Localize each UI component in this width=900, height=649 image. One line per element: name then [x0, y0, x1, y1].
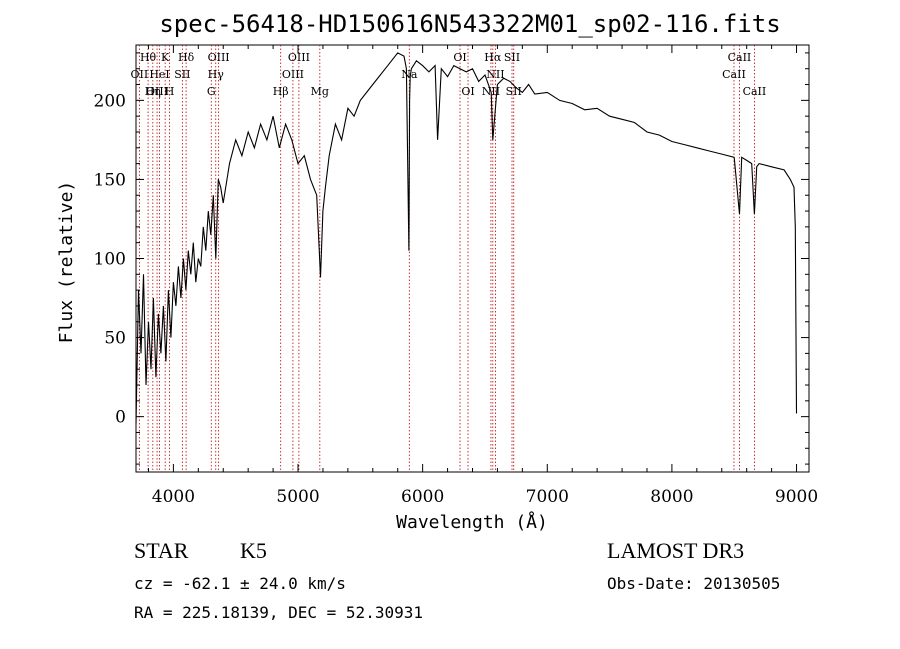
spectral-line-label: OII	[131, 68, 149, 81]
y-axis-ticks: 0 50 100 150 200	[94, 52, 809, 465]
x-axis-ticks: 4000 5000 6000 7000 8000 9000	[147, 45, 818, 507]
spectral-line-label: OIII	[288, 51, 310, 64]
spectral-line-label: OIII	[146, 85, 168, 98]
x-tick-label: 8000	[650, 487, 693, 507]
spectral-line-label: Mg	[311, 85, 329, 98]
spectral-line-label: SII	[504, 51, 520, 64]
x-tick-label: 5000	[276, 487, 319, 507]
x-tick-label: 6000	[401, 487, 444, 507]
sky-coordinates: RA = 225.18139, DEC = 52.30931	[134, 603, 423, 622]
chart-title: spec-56418-HD150616N543322M01_sp02-116.f…	[159, 10, 780, 38]
spectral-line-label: OIII	[208, 51, 230, 64]
redshift-velocity: cz = -62.1 ± 24.0 km/s	[134, 574, 346, 593]
y-axis-label: Flux (relative)	[56, 181, 77, 344]
y-tick-label: 100	[94, 250, 126, 270]
x-tick-label: 4000	[152, 487, 195, 507]
observation-date: Obs-Date: 20130505	[607, 574, 781, 593]
survey-name: LAMOST DR3	[607, 538, 745, 563]
object-subclass: K5	[240, 538, 267, 563]
spectral-line-label: OIII	[282, 68, 304, 81]
object-class: STAR	[134, 538, 189, 563]
spectral-line-label: K	[161, 51, 170, 64]
spectral-line-labels: Hθ OII OIII K HeI Hη H Hδ SII OIII Hγ G Hβ OIII OIII Mg…	[131, 51, 767, 98]
y-tick-label: 150	[94, 170, 126, 190]
spectral-line-label: H	[165, 85, 175, 98]
spectral-line-label: Hβ	[273, 85, 289, 98]
spectral-line-label: SII	[174, 68, 190, 81]
x-axis-label: Wavelength (Å)	[396, 511, 548, 533]
spectral-line-label: CaII	[722, 68, 746, 81]
spectral-line-label: CaII	[728, 51, 752, 64]
x-tick-label: 9000	[775, 487, 818, 507]
spectral-line-label: Hθ	[140, 51, 157, 64]
spectral-line-label: HeI	[149, 68, 169, 81]
spectral-line-label: Na	[401, 68, 418, 81]
spectral-line-label: NII	[486, 68, 504, 81]
spectral-line-label: G	[207, 85, 216, 98]
spectral-line-label: SII	[506, 85, 522, 98]
spectral-line-label: Hη	[145, 85, 161, 98]
spectral-line-label: OI	[453, 51, 466, 64]
y-tick-label: 200	[94, 91, 126, 111]
spectral-line-label: Hδ	[178, 51, 195, 64]
spectral-line-label: Hα	[484, 51, 502, 64]
spectral-line-label: OI	[461, 85, 474, 98]
spectral-line-label: CaII	[743, 85, 767, 98]
x-tick-label: 7000	[526, 487, 569, 507]
y-tick-label: 0	[115, 408, 126, 428]
plot-frame	[135, 44, 810, 473]
spectral-line-label: Hγ	[208, 68, 225, 81]
spectral-line-markers	[138, 45, 755, 472]
y-tick-label: 50	[104, 329, 126, 349]
flux-series-line	[135, 52, 798, 425]
